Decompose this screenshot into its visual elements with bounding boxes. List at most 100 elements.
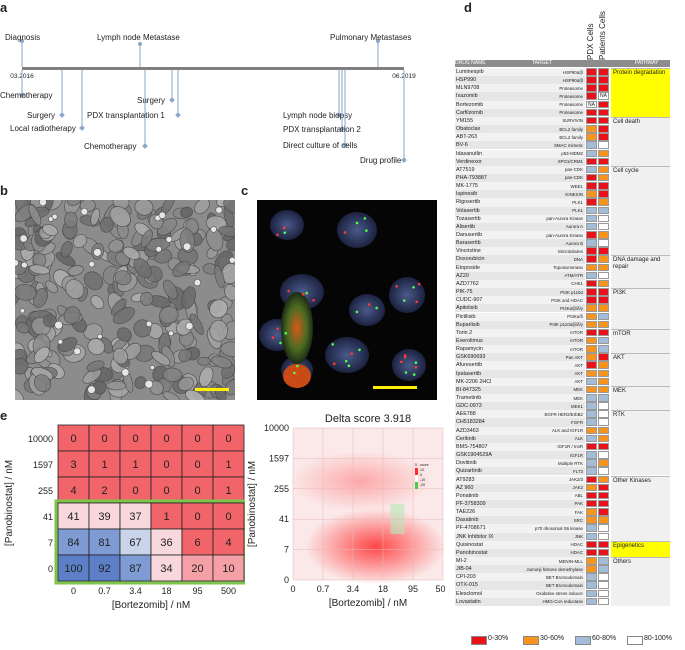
na-label: NA bbox=[600, 93, 607, 100]
response-cell bbox=[598, 581, 609, 589]
response-cell bbox=[598, 467, 609, 475]
response-cell bbox=[598, 483, 609, 492]
drug-target: MEK1 bbox=[571, 403, 583, 409]
response-cell bbox=[598, 345, 609, 353]
drug-target: Proteasome bbox=[559, 85, 583, 91]
cell bbox=[140, 229, 153, 248]
cell bbox=[112, 347, 128, 365]
response-cell: NA bbox=[586, 100, 597, 109]
drug-name: Everolimus bbox=[456, 337, 483, 344]
response-cell bbox=[586, 133, 597, 141]
cell bbox=[226, 237, 235, 251]
response-cell bbox=[598, 263, 609, 272]
response-cell bbox=[598, 451, 609, 459]
matrix-cell bbox=[150, 554, 183, 582]
response-cell bbox=[586, 76, 597, 84]
pathway-group: Cell death bbox=[611, 116, 670, 166]
drug-target: MEK bbox=[573, 395, 583, 401]
matrix-value: 1 bbox=[225, 485, 231, 497]
fish-signal bbox=[343, 231, 347, 234]
response-cell bbox=[586, 296, 597, 304]
drug-name: Rigosertib bbox=[456, 199, 481, 206]
drug-name: OTX-015 bbox=[456, 582, 478, 589]
table-row: CPI-203 BET Bromodomain bbox=[455, 573, 585, 582]
y-tick-label: 1597 bbox=[33, 460, 53, 470]
drug-target: ABL bbox=[574, 493, 583, 499]
x-tick-label: 95 bbox=[408, 584, 418, 594]
table-row: Rigosertib PLK1 bbox=[455, 198, 585, 207]
matrix-value: 4 bbox=[225, 537, 231, 549]
drug-name: PHA-793887 bbox=[456, 174, 487, 181]
drug-name: CH5183284 bbox=[456, 419, 485, 426]
response-cell bbox=[586, 369, 597, 378]
rounded-cell bbox=[57, 338, 64, 345]
fish-signal bbox=[296, 364, 299, 368]
drug-name: Ispinesib bbox=[456, 191, 478, 198]
event-label: Lymph node biopsy bbox=[283, 111, 352, 120]
drug-target: SRC bbox=[573, 517, 583, 523]
response-cell bbox=[586, 402, 597, 410]
response-cell bbox=[598, 304, 609, 312]
response-cell bbox=[586, 149, 597, 158]
response-cell bbox=[598, 459, 609, 467]
response-cell bbox=[586, 288, 597, 296]
pathway-label: Cell cycle bbox=[613, 167, 639, 174]
response-cell bbox=[598, 385, 609, 394]
cell bbox=[15, 284, 37, 301]
table-row: Panobinostat HDAC bbox=[455, 548, 585, 557]
response-cell bbox=[598, 239, 609, 247]
drug-target: KINESIN bbox=[565, 191, 583, 197]
table-row: PIK-75 PI3K p110α bbox=[455, 288, 585, 297]
matrix-value: 2 bbox=[101, 485, 107, 497]
drug-target: ATM/ATR bbox=[564, 273, 583, 279]
response-cell bbox=[598, 231, 609, 239]
fish-signal bbox=[332, 362, 336, 366]
fish-signal bbox=[284, 331, 288, 335]
table-row: Everolimus mTOR bbox=[455, 336, 585, 346]
table-row: Barasertib Aurora B bbox=[455, 239, 585, 248]
event-label: Diagnosis bbox=[5, 33, 40, 42]
event-label: Surgery bbox=[27, 111, 55, 120]
table-header: DRUG NAME TARGET PATHWAY bbox=[455, 60, 670, 67]
response-cell bbox=[586, 182, 597, 190]
cell bbox=[177, 376, 194, 392]
matrix-value: 92 bbox=[98, 563, 110, 575]
drug-name: Apitolisib bbox=[456, 305, 478, 312]
drug-name: Dasatinib bbox=[456, 517, 479, 524]
cell bbox=[109, 206, 131, 227]
response-cell bbox=[586, 328, 597, 337]
matrix-value: 1 bbox=[101, 459, 107, 471]
event-label: Chemotherapy bbox=[0, 91, 52, 100]
pathway-group: RTK bbox=[611, 410, 670, 476]
response-cell bbox=[598, 597, 609, 606]
scale-bar bbox=[373, 386, 417, 389]
pathway-label: Others bbox=[613, 559, 632, 565]
response-cell bbox=[586, 320, 597, 329]
fish-signal bbox=[276, 233, 279, 237]
drug-name: Afuresertib bbox=[456, 362, 483, 369]
y-tick-label: 41 bbox=[43, 512, 53, 522]
event-label: Direct culture of cells bbox=[283, 141, 357, 150]
pathway-label: RTK bbox=[613, 412, 625, 419]
drug-name: Danusertib bbox=[456, 232, 483, 238]
legend-label: 30-60% bbox=[540, 635, 565, 642]
drug-target: JAK2 bbox=[572, 485, 584, 491]
timeline-axis bbox=[22, 67, 404, 70]
matrix-value: 0 bbox=[70, 433, 76, 445]
cell bbox=[105, 380, 127, 391]
cell bbox=[224, 378, 235, 396]
pathway-group: mTOR bbox=[611, 328, 670, 354]
cell bbox=[60, 241, 73, 258]
legend-label: 0-30% bbox=[488, 635, 509, 642]
table-row: Ispinesib KINESIN bbox=[455, 190, 585, 199]
x-tick-label: 0.7 bbox=[317, 584, 330, 594]
matrix-cell bbox=[181, 502, 214, 530]
matrix-cell bbox=[119, 502, 152, 530]
table-row: AT7519 pan-CDK bbox=[455, 165, 585, 174]
table-row: GSK1904529A IGF1R bbox=[455, 451, 585, 460]
response-cell bbox=[598, 361, 609, 369]
table-row: Etoposide Topoisomerase bbox=[455, 263, 585, 272]
response-cell bbox=[586, 459, 597, 467]
drug-name: Quisinostat bbox=[456, 541, 483, 548]
response-cell bbox=[586, 336, 597, 345]
